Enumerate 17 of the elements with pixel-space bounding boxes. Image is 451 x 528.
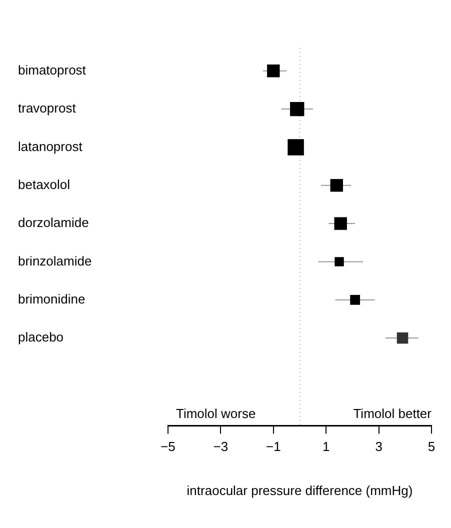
x-axis-title: intraocular pressure difference (mmHg) [186,482,413,498]
y-tick-label: betaxolol [18,176,70,192]
y-tick-label: bimatoprost [18,62,86,78]
x-tick-label: −1 [266,439,281,454]
y-tick-label: dorzolamide [18,215,89,230]
text: Timolol worse [176,406,256,421]
y-tick-label: brinzolamide [18,253,92,268]
x-tick-label: −5 [160,439,176,454]
y-tick-label: brimonidine [18,291,86,306]
text: Timolol better [353,406,432,421]
y-tick-label: travoprost [18,100,76,116]
x-tick-label: 1 [322,439,330,454]
x-tick-label: −3 [213,439,228,454]
x-tick-label: 5 [428,439,436,454]
y-tick-label: latanoprost [18,138,83,154]
y-tick-label: placebo [18,330,64,345]
x-tick-label: 3 [375,439,382,454]
